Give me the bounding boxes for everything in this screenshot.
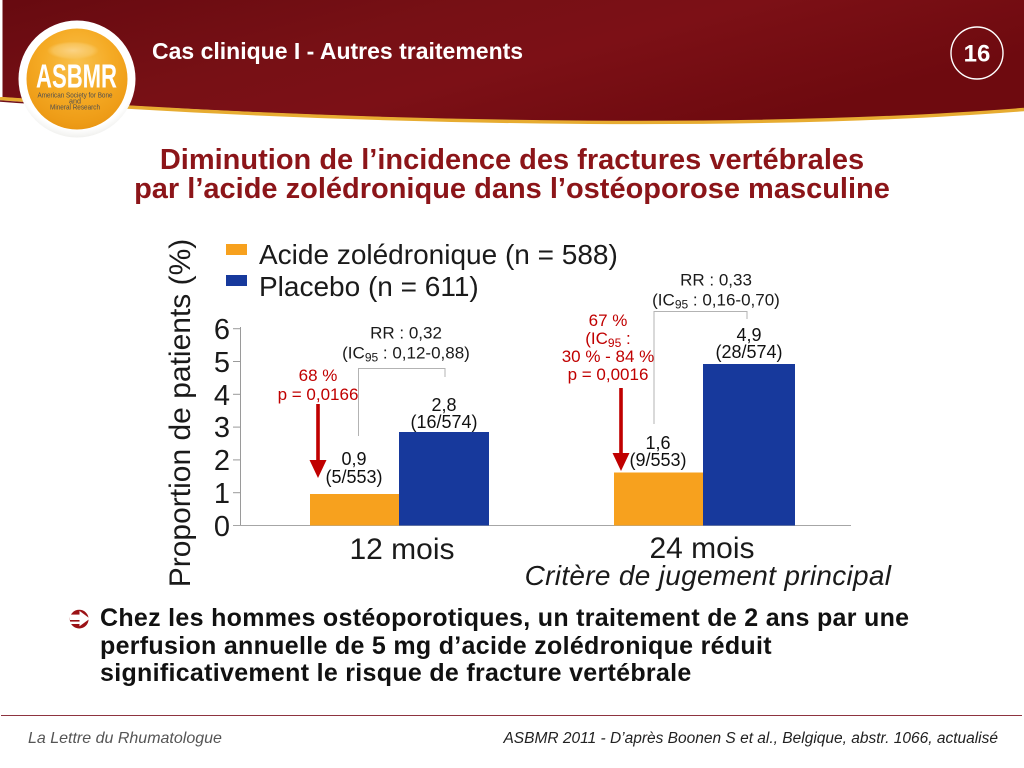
svg-text:(IC95 : 0,12-0,88): (IC95 : 0,12-0,88)	[342, 344, 470, 365]
svg-text:30 % - 84 %: 30 % - 84 %	[562, 347, 655, 366]
svg-text:p = 0,0016: p = 0,0016	[568, 365, 649, 384]
svg-text:ASBMR: ASBMR	[36, 58, 117, 95]
svg-text:and: and	[69, 97, 81, 106]
svg-text:3: 3	[214, 412, 230, 444]
svg-text:1,6: 1,6	[645, 433, 670, 453]
svg-text:16: 16	[964, 41, 991, 68]
svg-text:1: 1	[214, 478, 230, 510]
svg-text:Placebo (n = 611): Placebo (n = 611)	[259, 271, 479, 302]
svg-text:4: 4	[214, 380, 230, 412]
svg-text:24 mois: 24 mois	[649, 532, 754, 565]
svg-text:Proportion de patients (%): Proportion de patients (%)	[164, 239, 197, 588]
svg-text:12 mois: 12 mois	[349, 533, 454, 566]
svg-text:Mineral Research: Mineral Research	[50, 103, 100, 112]
svg-text:0,9: 0,9	[341, 449, 366, 469]
svg-text:67 %: 67 %	[589, 311, 628, 330]
svg-text:5: 5	[214, 347, 230, 379]
svg-text:(9/553): (9/553)	[629, 450, 686, 470]
svg-text:4,9: 4,9	[736, 325, 761, 345]
svg-text:Critère de jugement principal: Critère de jugement principal	[525, 560, 892, 591]
svg-text:RR : 0,32: RR : 0,32	[370, 324, 442, 343]
svg-text:(5/553): (5/553)	[325, 467, 382, 487]
svg-text:6: 6	[214, 314, 230, 346]
svg-text:(16/574): (16/574)	[410, 412, 477, 432]
svg-text:68 %: 68 %	[299, 366, 338, 385]
svg-text:0: 0	[214, 511, 230, 543]
svg-text:p = 0,0166: p = 0,0166	[278, 385, 359, 404]
svg-text:Acide zolédronique (n = 588): Acide zolédronique (n = 588)	[259, 239, 618, 270]
svg-text:2: 2	[214, 445, 230, 477]
svg-text:(28/574): (28/574)	[715, 342, 782, 362]
svg-text:RR : 0,33: RR : 0,33	[680, 271, 752, 290]
svg-text:2,8: 2,8	[431, 395, 456, 415]
svg-text:(IC95 : 0,16-0,70): (IC95 : 0,16-0,70)	[652, 291, 780, 312]
svg-text:American Society for Bone: American Society for Bone	[38, 91, 113, 100]
